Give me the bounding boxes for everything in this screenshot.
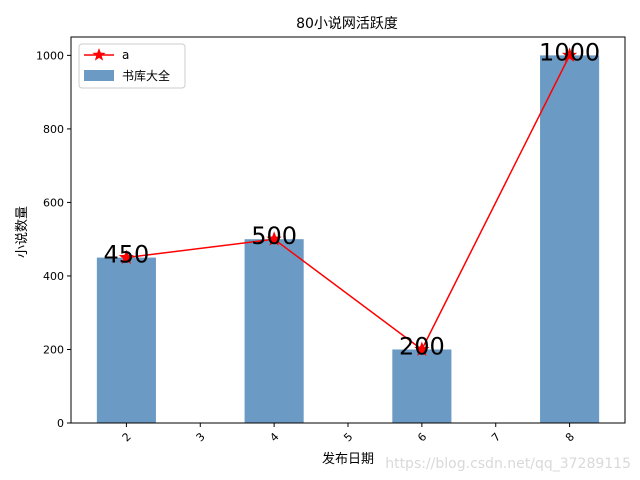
data-label: 200	[399, 332, 445, 360]
data-label: 1000	[539, 38, 600, 66]
data-label: 450	[103, 241, 149, 269]
legend-star-marker	[92, 48, 106, 61]
bar-200	[392, 349, 452, 423]
legend-label-bars: 书库大全	[122, 68, 170, 83]
bar-500	[244, 239, 304, 423]
y-tick-label: 1000	[36, 49, 64, 62]
legend-bar-swatch	[84, 70, 114, 81]
y-tick-label: 400	[43, 270, 64, 283]
x-tick-label: 4	[267, 430, 281, 444]
line-point-star-0	[118, 249, 135, 265]
x-tick-label: 3	[194, 430, 208, 444]
line-point-star-3	[561, 47, 578, 62]
series-line	[126, 55, 571, 351]
y-tick-label: 800	[43, 123, 64, 136]
y-tick-label: 0	[57, 417, 64, 430]
line-point-star-1	[266, 231, 282, 246]
watermark-text: https://blog.csdn.net/qq_37289115	[385, 456, 631, 472]
x-tick-label: 7	[489, 430, 503, 444]
data-label: 500	[251, 222, 297, 250]
line-point-star-2	[414, 341, 430, 356]
data-labels-layer: 450 500 200 1000	[103, 38, 600, 360]
x-tick-label: 6	[415, 430, 429, 444]
x-axis-label: 发布日期	[322, 451, 374, 467]
x-tick-label: 2	[120, 430, 134, 444]
legend: a 书库大全	[78, 43, 186, 89]
bars-layer	[96, 55, 600, 423]
legend-label-line: a	[122, 48, 129, 62]
y-axis-label: 小说数量	[15, 206, 30, 258]
y-tick-label: 600	[43, 196, 64, 209]
y-tick-label: 200	[43, 343, 64, 356]
x-tick-label: 8	[563, 430, 577, 444]
bar-450	[96, 257, 156, 423]
bar-1000	[540, 55, 600, 423]
chart-title: 80小说网活跃度	[296, 16, 398, 32]
y-axis-ticks: 0 200 400 600 800 1000	[36, 49, 71, 430]
x-axis-ticks: 2 3 4 5 6 7 8	[120, 423, 577, 444]
x-tick-label: 5	[341, 430, 355, 444]
line-layer	[118, 47, 578, 356]
